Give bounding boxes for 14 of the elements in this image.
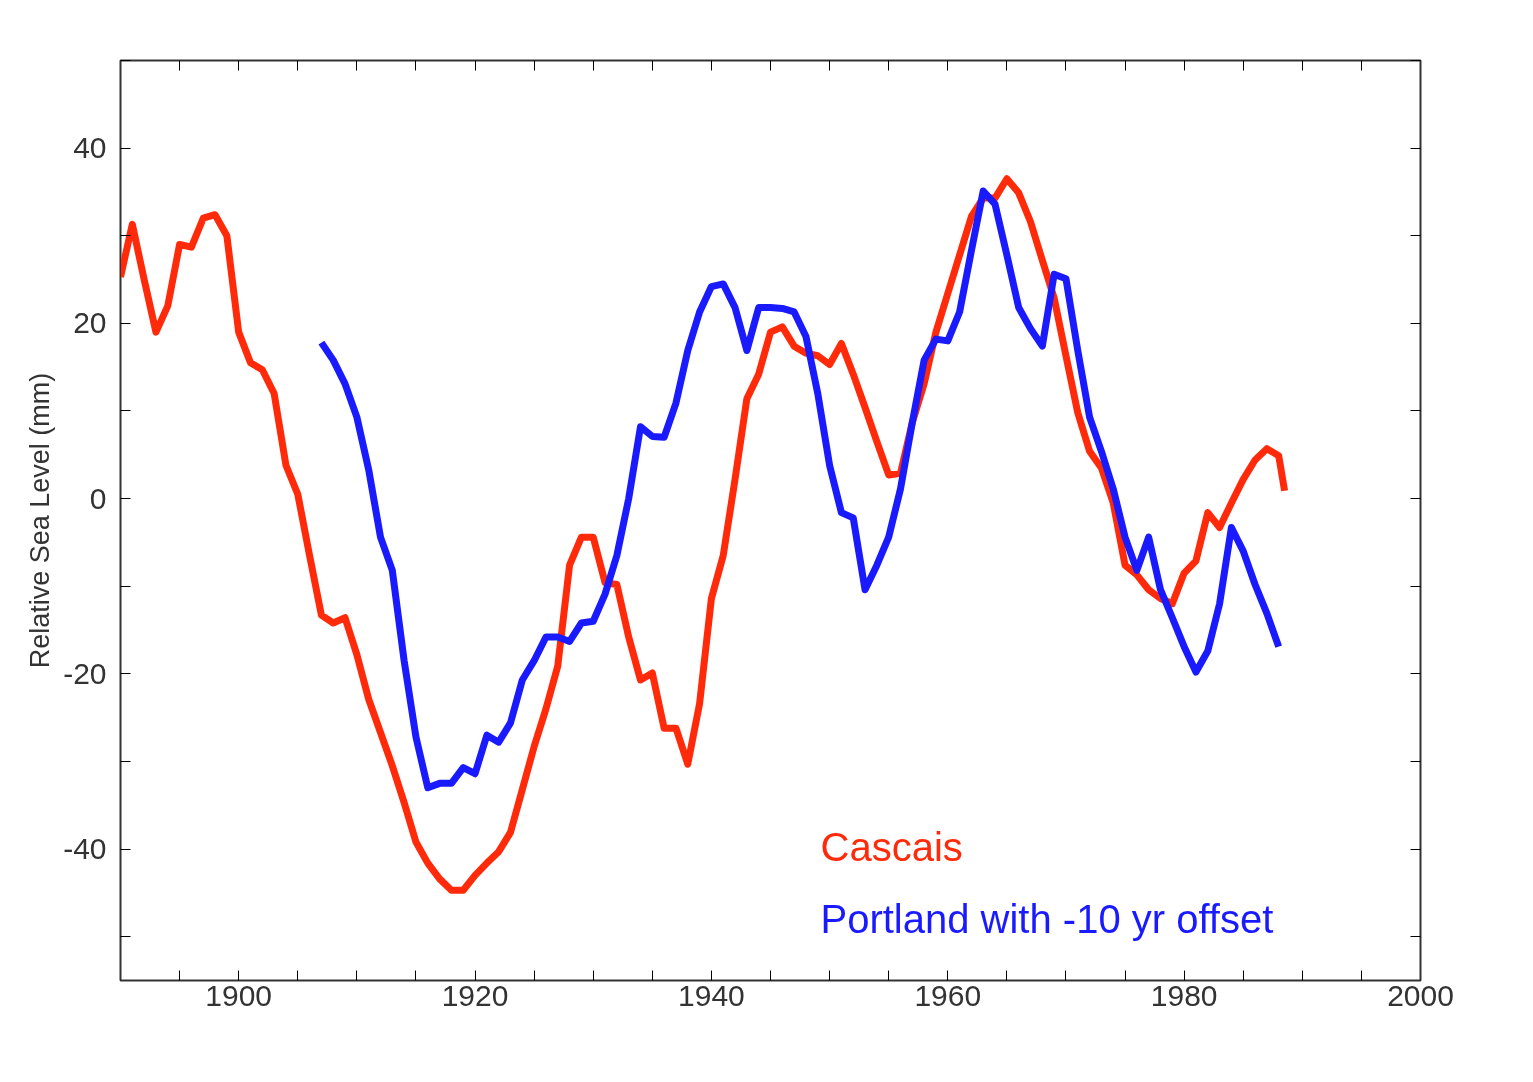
x-tick-label: 2000 [1387, 978, 1454, 1012]
text: Portland with -10 yr offset [820, 896, 1274, 941]
x-tick-label: 1960 [914, 978, 982, 1012]
y-tick-label: -20 [63, 656, 107, 690]
x-tick-label: 1980 [1150, 978, 1218, 1012]
y-tick-label: -40 [63, 832, 107, 866]
y-axis-title: Relative Sea Level (mm) [25, 372, 56, 669]
x-tick-label: 1900 [205, 978, 273, 1012]
y-tick-label: 0 [89, 481, 107, 515]
y-tick-label: 20 [73, 306, 107, 340]
x-tick-label: 1920 [441, 978, 509, 1012]
y-tick-label: 40 [73, 131, 107, 165]
text: Cascais [820, 824, 963, 869]
x-tick-label: 1940 [678, 978, 745, 1012]
